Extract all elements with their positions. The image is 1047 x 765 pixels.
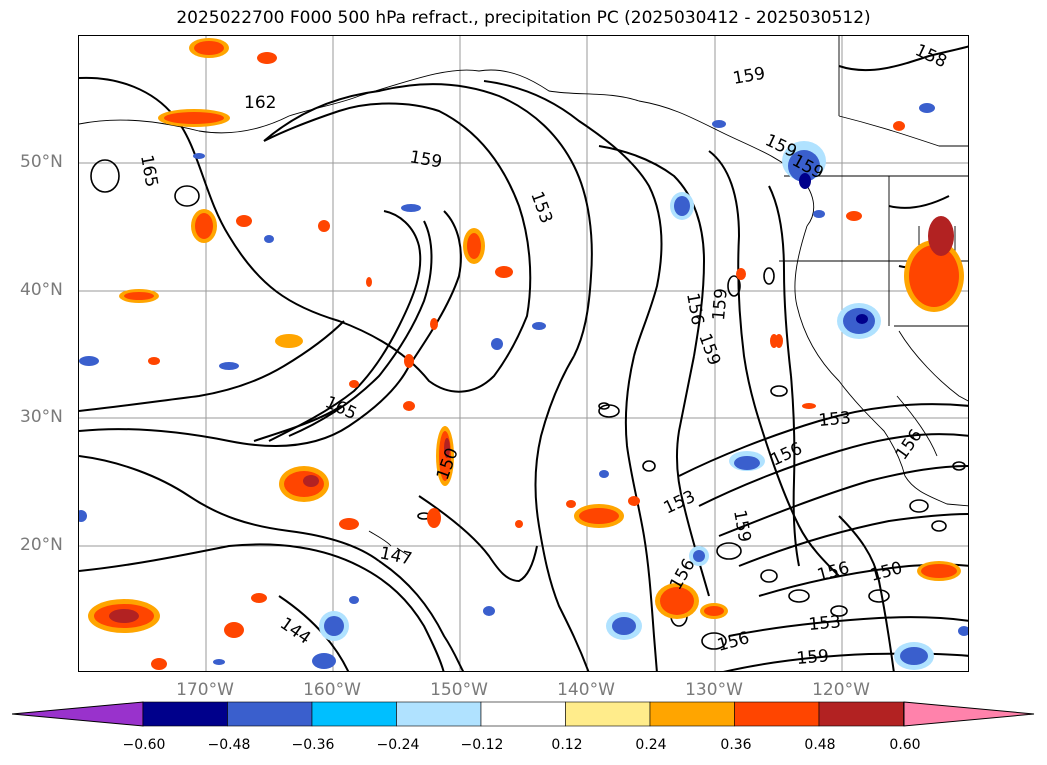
- colorbar: [12, 701, 1035, 727]
- map-canvas: 162 165 159 153 159 159 159 158 156 159 …: [79, 36, 968, 671]
- colorbar-cells: [142, 701, 904, 727]
- contour-label: 153: [661, 487, 699, 519]
- colorbar-cell: [396, 701, 482, 727]
- colorbar-tick: 0.60: [889, 737, 921, 753]
- refractivity-contours: [79, 45, 968, 671]
- contour-label: 156: [682, 291, 707, 326]
- lon-label-120w: 120°W: [812, 680, 870, 700]
- contour-label: 158: [912, 40, 950, 72]
- lat-label-30n: 30°N: [20, 407, 63, 427]
- contour-label: 159: [731, 64, 766, 89]
- colorbar-tick: 0.36: [720, 737, 752, 753]
- colorbar-cell: [480, 701, 566, 727]
- contour-islands: [90, 159, 966, 650]
- contour-label: 162: [244, 93, 276, 113]
- colorbar-tick: −0.24: [376, 737, 420, 753]
- contour-label: 165: [136, 153, 161, 188]
- precip-negative-anomalies: [79, 103, 968, 670]
- contour-label: 147: [378, 543, 414, 569]
- map-title: 2025022700 F000 500 hPa refract., precip…: [176, 8, 871, 28]
- lat-label-40n: 40°N: [20, 280, 63, 300]
- contour-label: 159: [729, 508, 754, 543]
- contour-label: 153: [818, 408, 852, 431]
- colorbar-extend-high: [903, 701, 1035, 727]
- colorbar-tick: 0.48: [804, 737, 836, 753]
- contour-label: 156: [768, 439, 806, 471]
- contour-label: 156: [715, 628, 752, 656]
- contour-label: 159: [694, 331, 724, 368]
- lon-label-150w: 150°W: [430, 680, 488, 700]
- lon-label-140w: 140°W: [557, 680, 615, 700]
- colorbar-cell: [734, 701, 820, 727]
- colorbar-tick: −0.36: [291, 737, 335, 753]
- colorbar-cell: [649, 701, 735, 727]
- contour-label: 156: [892, 426, 927, 464]
- colorbar-tick: −0.48: [207, 737, 251, 753]
- colorbar-extend-low: [12, 701, 144, 727]
- colorbar-cell: [227, 701, 313, 727]
- colorbar-cell: [311, 701, 397, 727]
- lon-label-160w: 160°W: [303, 680, 361, 700]
- lat-label-20n: 20°N: [20, 535, 63, 555]
- map-panel[interactable]: 162 165 159 153 159 159 159 158 156 159 …: [78, 35, 969, 672]
- colorbar-tick: −0.12: [460, 737, 504, 753]
- contour-label: 159: [408, 147, 443, 172]
- colorbar-cell: [565, 701, 651, 727]
- contour-label: 159: [709, 287, 732, 321]
- colorbar-tick: 0.24: [635, 737, 667, 753]
- contour-labels: 162 165 159 153 159 159 159 158 156 159 …: [136, 40, 950, 669]
- coastlines: [79, 36, 968, 557]
- contour-label: 156: [815, 558, 852, 586]
- contour-label: 153: [808, 612, 842, 635]
- precip-positive-anomalies: [88, 38, 964, 670]
- contour-label: 153: [526, 189, 556, 226]
- colorbar-tick: −0.60: [122, 737, 166, 753]
- lat-label-50n: 50°N: [20, 152, 63, 172]
- lon-label-170w: 170°W: [176, 680, 234, 700]
- lon-label-130w: 130°W: [685, 680, 743, 700]
- colorbar-cell: [142, 701, 228, 727]
- colorbar-cell: [818, 701, 904, 727]
- colorbar-tick: 0.12: [551, 737, 583, 753]
- contour-label: 159: [796, 646, 830, 669]
